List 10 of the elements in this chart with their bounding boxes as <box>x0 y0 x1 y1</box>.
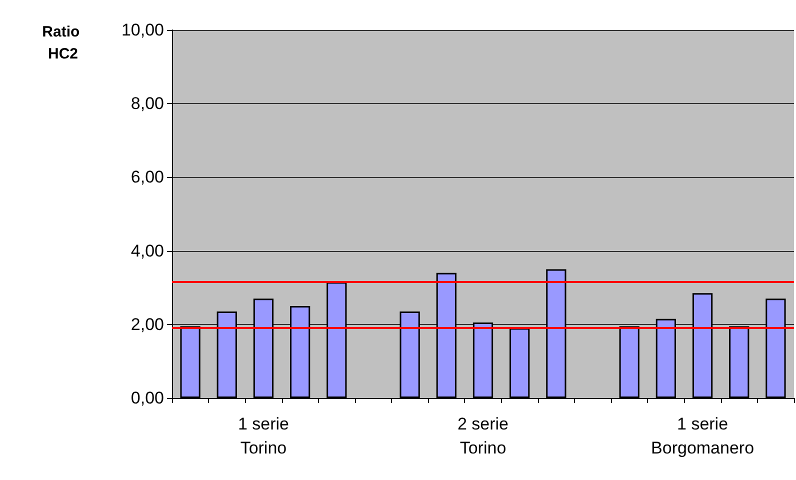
y-tick-label: 4,00 <box>130 241 164 260</box>
x-tick-label: 1 serie Torino <box>238 414 289 458</box>
y-tick-label: 10,00 <box>121 20 164 40</box>
y-tick-label: 6,00 <box>130 168 164 187</box>
x-tick-label: 1 serie Borgomanero <box>651 414 754 458</box>
y-tick-label: 0,00 <box>130 388 164 408</box>
y-axis-title: Ratio HC2 <box>42 24 84 62</box>
y-tick-label: 8,00 <box>130 94 164 114</box>
y-tick-label: 2,00 <box>130 314 164 334</box>
x-tick-label: 2 serie Torino <box>457 414 509 458</box>
